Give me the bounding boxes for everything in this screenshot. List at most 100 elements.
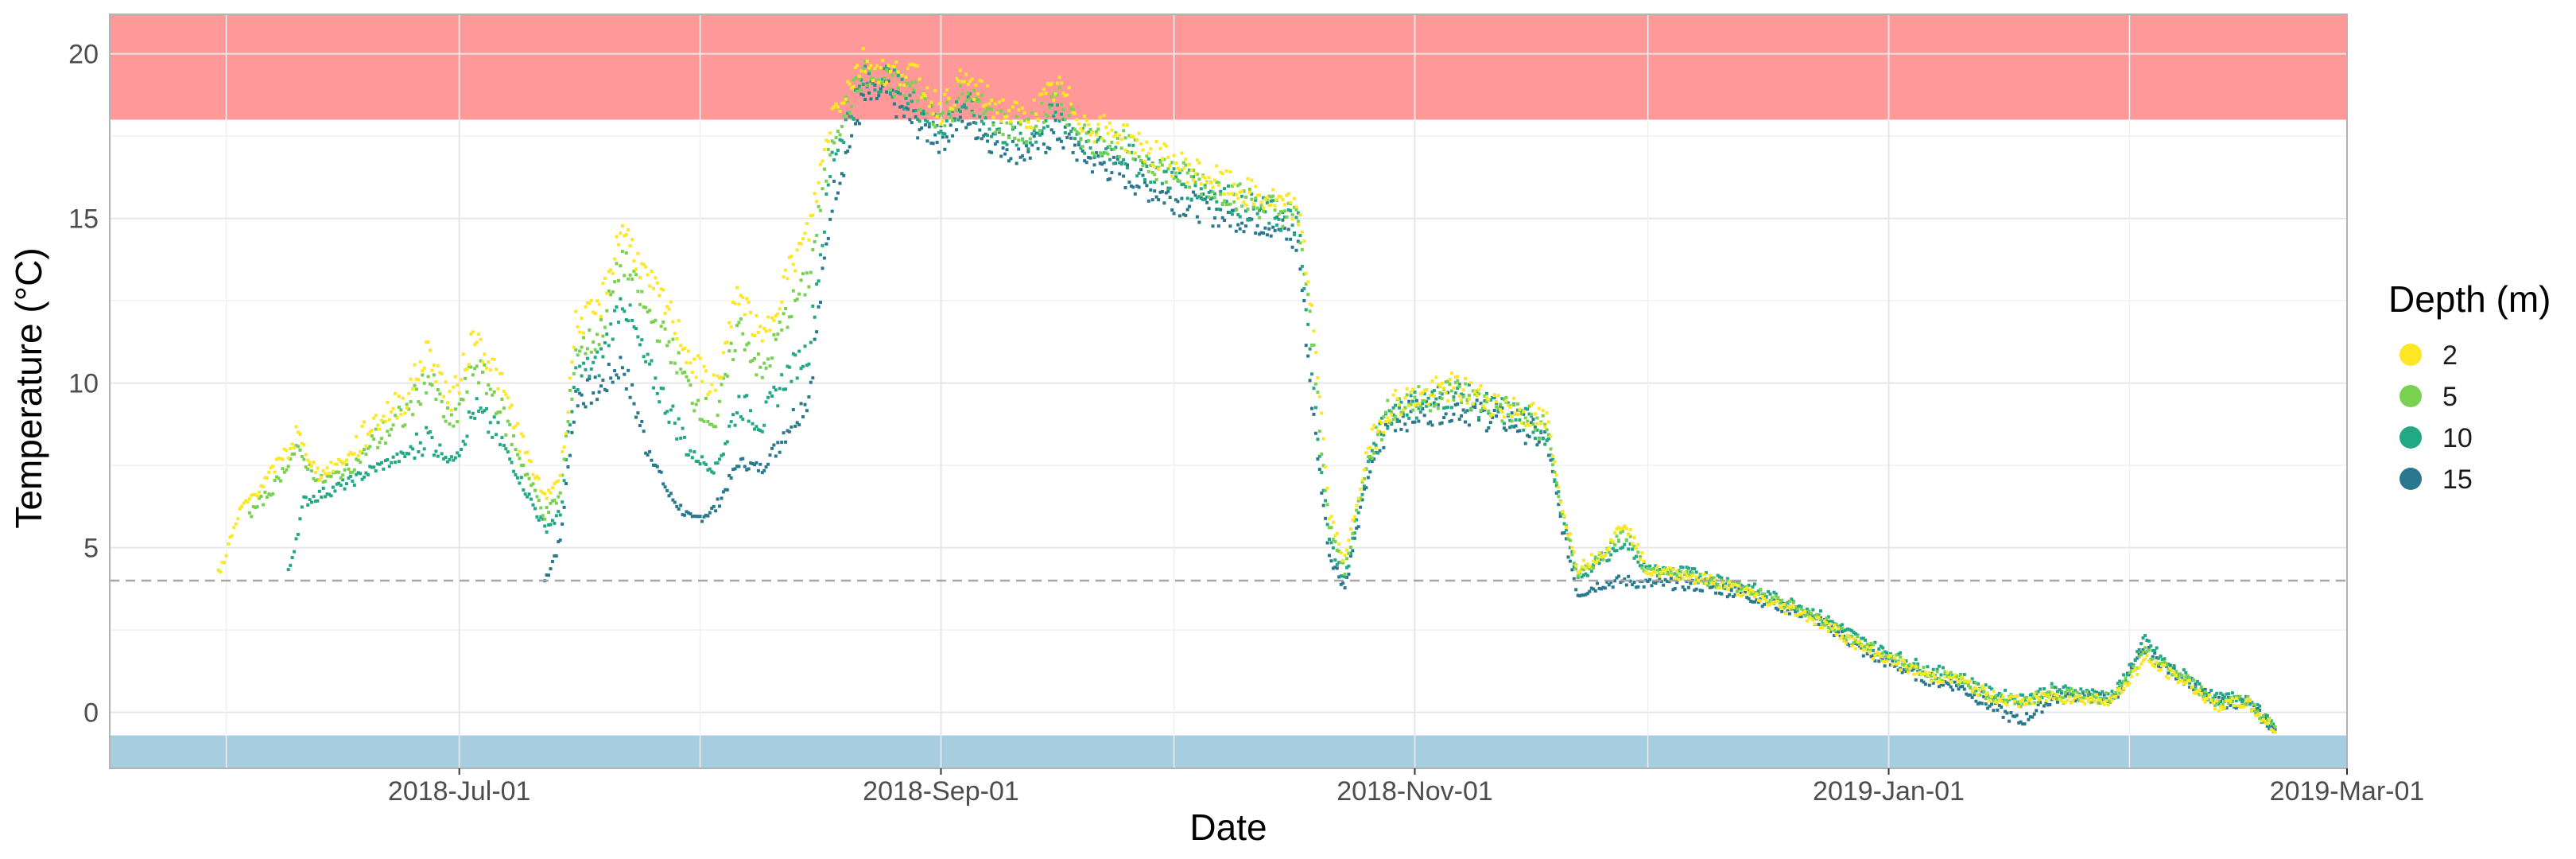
data-point xyxy=(1864,638,1868,642)
data-point xyxy=(654,376,658,380)
data-point xyxy=(609,293,613,297)
data-point xyxy=(1368,445,1372,449)
data-point xyxy=(293,445,297,449)
data-point xyxy=(294,444,298,448)
data-point xyxy=(1554,491,1558,495)
data-point xyxy=(1912,665,1916,669)
data-point xyxy=(762,361,766,365)
data-point xyxy=(1238,215,1242,219)
data-point xyxy=(481,410,484,414)
data-point xyxy=(2174,677,2178,681)
data-point xyxy=(714,461,718,465)
data-point xyxy=(817,279,821,283)
data-point xyxy=(2044,692,2048,696)
data-point xyxy=(531,472,535,476)
data-point xyxy=(644,360,648,363)
data-point xyxy=(1961,681,1965,685)
data-point xyxy=(628,273,632,277)
data-point xyxy=(630,278,634,281)
data-point xyxy=(939,130,943,133)
data-point xyxy=(593,348,597,352)
data-point xyxy=(1386,426,1390,430)
data-point xyxy=(1316,375,1320,379)
data-point xyxy=(1094,151,1098,155)
data-point xyxy=(892,102,896,106)
data-point xyxy=(990,98,993,102)
data-point xyxy=(1990,697,1993,701)
data-point xyxy=(918,128,921,132)
data-point xyxy=(1623,577,1627,581)
data-point xyxy=(1059,81,1063,85)
data-point xyxy=(2141,659,2145,663)
data-point xyxy=(453,456,457,460)
data-point xyxy=(1056,81,1059,85)
data-point xyxy=(1201,175,1205,178)
data-point xyxy=(510,403,514,407)
data-point xyxy=(533,507,537,511)
data-point xyxy=(2098,698,2102,702)
data-point xyxy=(1756,593,1760,597)
data-point xyxy=(345,463,348,467)
data-point xyxy=(2221,697,2225,701)
data-point xyxy=(1846,627,1850,631)
data-point xyxy=(1570,546,1574,550)
data-point xyxy=(1566,555,1570,559)
data-point xyxy=(667,307,671,311)
data-point xyxy=(374,427,378,431)
data-point xyxy=(1363,484,1366,488)
data-point xyxy=(492,390,496,394)
data-point xyxy=(2106,703,2110,707)
data-point xyxy=(526,495,530,499)
data-point xyxy=(1993,700,1997,704)
data-point xyxy=(1333,566,1337,569)
data-point xyxy=(1585,566,1589,569)
data-point xyxy=(838,138,842,142)
data-point xyxy=(2013,698,2017,702)
data-point xyxy=(1141,148,1145,152)
data-point xyxy=(1425,404,1429,408)
data-point xyxy=(1390,410,1394,414)
data-point xyxy=(290,442,294,446)
data-point xyxy=(1993,694,1997,698)
data-point xyxy=(1149,147,1153,150)
data-point xyxy=(747,467,751,471)
data-point xyxy=(778,450,782,454)
data-point xyxy=(337,481,341,485)
data-point xyxy=(869,80,873,84)
data-point xyxy=(296,430,300,434)
data-point xyxy=(1143,161,1146,165)
data-point xyxy=(634,267,638,271)
data-point xyxy=(1044,91,1048,95)
data-point xyxy=(1219,192,1223,196)
data-point xyxy=(1465,409,1469,413)
data-point xyxy=(1650,573,1654,577)
data-point xyxy=(2035,709,2039,713)
data-point xyxy=(751,359,755,363)
data-point xyxy=(1145,184,1149,188)
data-point xyxy=(1364,486,1368,490)
data-point xyxy=(995,140,999,144)
data-point xyxy=(846,80,850,84)
data-point xyxy=(694,402,698,406)
data-point xyxy=(755,373,758,377)
data-point xyxy=(1343,575,1347,579)
data-point xyxy=(2126,680,2129,684)
data-point xyxy=(1763,597,1767,601)
data-point xyxy=(863,60,867,64)
data-point xyxy=(921,109,925,113)
data-point xyxy=(1675,581,1679,585)
data-point xyxy=(1780,601,1784,604)
data-point xyxy=(328,474,331,478)
data-point xyxy=(512,426,516,430)
data-point xyxy=(1708,581,1712,585)
data-point xyxy=(2265,713,2269,717)
y-tick-label: 0 xyxy=(83,698,99,729)
data-point xyxy=(508,457,512,461)
data-point xyxy=(702,419,706,423)
data-point xyxy=(799,278,803,282)
data-point xyxy=(2206,693,2209,696)
data-point xyxy=(2153,649,2157,653)
data-point xyxy=(828,217,832,221)
data-point xyxy=(1195,196,1199,200)
data-point xyxy=(1588,589,1592,593)
